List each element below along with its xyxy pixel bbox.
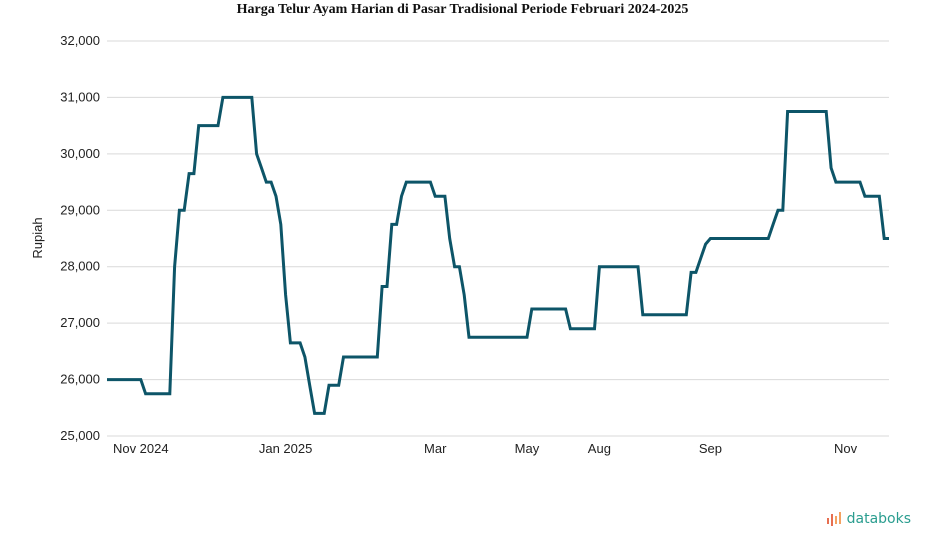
y-tick-label: 27,000 [60,315,100,330]
x-axis-ticks: Nov 2024 Jan 2025 Mar May Aug Sep Nov [113,441,858,456]
y-tick-label: 32,000 [60,33,100,48]
x-tick-label: Nov [834,441,858,456]
x-tick-label: Aug [588,441,611,456]
databoks-logo: databoks [826,511,911,527]
y-tick-label: 26,000 [60,372,100,387]
grid-lines [107,40,889,437]
databoks-logo-text: databoks [846,511,911,527]
x-tick-label: Sep [699,441,722,456]
databoks-logo-icon [826,512,841,526]
x-tick-label: Jan 2025 [259,441,313,456]
y-tick-label: 30,000 [60,146,100,161]
y-axis-ticks: 25,000 26,000 27,000 28,000 29,000 30,000 31,0… [60,33,100,443]
y-tick-label: 25,000 [60,428,100,443]
chart-title: Harga Telur Ayam Harian di Pasar Tradisi… [236,2,689,17]
x-tick-label: May [515,441,540,456]
x-tick-label: Nov 2024 [113,441,169,456]
y-tick-label: 29,000 [60,202,100,217]
y-axis-label: Rupiah [30,217,45,258]
y-tick-label: 28,000 [60,259,100,274]
price-series-line [107,95,889,415]
x-tick-label: Mar [424,441,447,456]
y-tick-label: 31,000 [60,89,100,104]
